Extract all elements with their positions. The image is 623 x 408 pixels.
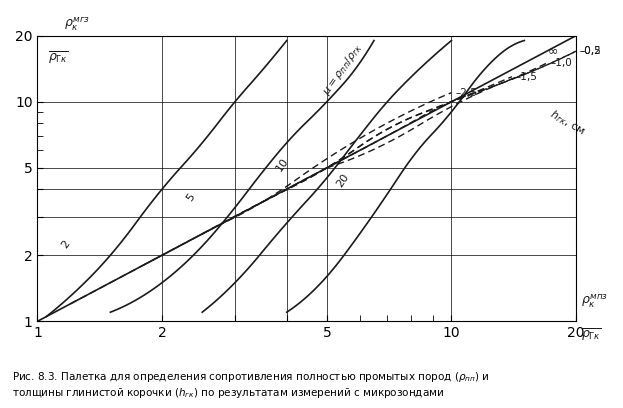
Text: –0,2: –0,2: [579, 46, 601, 56]
Text: –1,5: –1,5: [515, 72, 538, 82]
Text: –1,0: –1,0: [550, 58, 572, 68]
Text: 5: 5: [184, 191, 196, 203]
Text: –2,5: –2,5: [455, 88, 477, 98]
Text: $\rho_{\kappa}^{мпз}$: $\rho_{\kappa}^{мпз}$: [581, 293, 609, 310]
Text: 2: 2: [60, 239, 72, 251]
Text: 10: 10: [274, 156, 290, 173]
Text: $\rho_{\kappa}^{мгз}$: $\rho_{\kappa}^{мгз}$: [64, 15, 90, 33]
Text: $\overline{\rho_{\Gamma\kappa}}$: $\overline{\rho_{\Gamma\kappa}}$: [48, 50, 69, 67]
Text: $\overline{\rho_{\Gamma\kappa}}$: $\overline{\rho_{\Gamma\kappa}}$: [581, 327, 602, 344]
Text: Рис. 8.3. Палетка для определения сопротивления полностью промытых пород ($\rho_: Рис. 8.3. Палетка для определения сопрот…: [12, 370, 490, 400]
Text: $\mu = \rho_{пп}/\rho_{гк}$: $\mu = \rho_{пп}/\rho_{гк}$: [320, 41, 365, 98]
Text: $h_{гк}$, см: $h_{гк}$, см: [546, 107, 587, 139]
Text: 20: 20: [335, 172, 351, 189]
Text: –0,5: –0,5: [579, 46, 601, 56]
Text: $\infty$: $\infty$: [547, 44, 558, 58]
